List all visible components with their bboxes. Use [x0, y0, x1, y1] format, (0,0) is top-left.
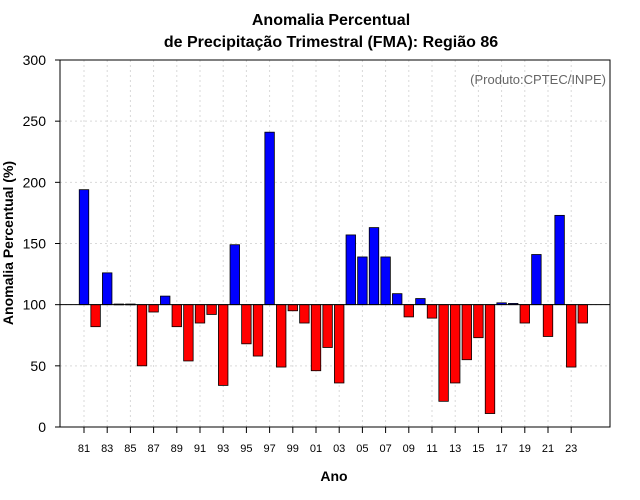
x-tick-label: 97 [263, 443, 275, 455]
bar-05 [357, 256, 368, 306]
bars-layer [78, 131, 588, 414]
x-axis-title: Ano [320, 468, 347, 484]
bar-86 [136, 304, 148, 367]
bar-12 [438, 304, 449, 402]
bar-91 [194, 304, 206, 324]
bar-16 [484, 304, 496, 414]
x-tick-label: 19 [519, 443, 531, 455]
x-tick-label: 95 [240, 443, 252, 455]
x-tick-label: 99 [287, 443, 299, 455]
bar-00 [299, 304, 310, 324]
bar-11 [426, 304, 438, 319]
y-axis-title: Anomalia Percentual (%) [0, 161, 16, 325]
bar-23 [566, 304, 577, 368]
x-tick-label: 17 [495, 443, 507, 455]
bar-95 [241, 304, 252, 345]
bar-01 [310, 304, 322, 372]
x-tick-label: 91 [194, 443, 206, 455]
y-tick-label: 50 [30, 358, 46, 374]
bar-90 [183, 304, 194, 362]
bar-07 [380, 256, 391, 306]
x-tick-label: 23 [565, 443, 577, 455]
bar-89 [171, 304, 182, 328]
bar-03 [334, 304, 345, 384]
x-tick-label: 01 [310, 443, 322, 455]
y-tick-label: 200 [23, 174, 47, 190]
x-tick-label: 07 [379, 443, 391, 455]
bar-81 [78, 189, 90, 306]
bar-88 [160, 295, 171, 306]
bar-99 [287, 304, 298, 312]
bar-02 [322, 304, 333, 348]
bar-06 [368, 227, 380, 306]
x-tick-label: 89 [171, 443, 183, 455]
bar-82 [90, 304, 101, 328]
bar-93 [218, 304, 229, 386]
bar-96 [252, 304, 264, 357]
x-tick-label: 85 [124, 443, 136, 455]
chart-subtitle: de Precipitação Trimestral (FMA): Região… [164, 34, 498, 51]
bar-97 [264, 131, 275, 306]
credit-label: (Produto:CPTEC/INPE) [470, 72, 606, 87]
bar-87 [148, 304, 159, 313]
x-tick-label: 21 [542, 443, 554, 455]
bar-98 [276, 304, 287, 368]
x-axis: 81 83 85 87 89 91 93 95 97 99 01 03 05 07 09 11 13 15 17 19… [78, 427, 577, 455]
chart-title: Anomalia Percentual [252, 12, 410, 29]
bar-21 [542, 304, 554, 337]
bar-14 [461, 304, 472, 361]
bar-92 [206, 304, 217, 315]
y-tick-label: 100 [23, 297, 47, 313]
x-tick-label: 03 [333, 443, 345, 455]
x-tick-label: 15 [472, 443, 484, 455]
y-tick-label: 250 [23, 113, 47, 129]
x-tick-label: 13 [449, 443, 461, 455]
x-tick-label: 05 [356, 443, 368, 455]
y-axis: 0 50 100 150 200 250 300 [23, 52, 60, 435]
bar-20 [531, 254, 542, 306]
bar-10 [415, 298, 426, 306]
x-tick-label: 83 [101, 443, 113, 455]
x-tick-label: 81 [78, 443, 90, 455]
bar-83 [102, 272, 113, 306]
bar-22 [554, 214, 565, 306]
bar-08 [392, 293, 403, 306]
x-tick-label: 11 [426, 443, 437, 455]
bar-15 [473, 304, 484, 339]
bar-19 [519, 304, 530, 324]
bar-24 [577, 304, 588, 324]
bar-04 [345, 234, 356, 306]
x-tick-label: 09 [403, 443, 415, 455]
bar-13 [450, 304, 461, 384]
bar-94 [229, 244, 240, 306]
y-tick-label: 0 [38, 419, 46, 435]
x-tick-label: 93 [217, 443, 229, 455]
x-tick-label: 87 [147, 443, 159, 455]
y-tick-label: 150 [23, 236, 47, 252]
y-tick-label: 300 [23, 52, 47, 68]
bar-09 [403, 304, 414, 318]
